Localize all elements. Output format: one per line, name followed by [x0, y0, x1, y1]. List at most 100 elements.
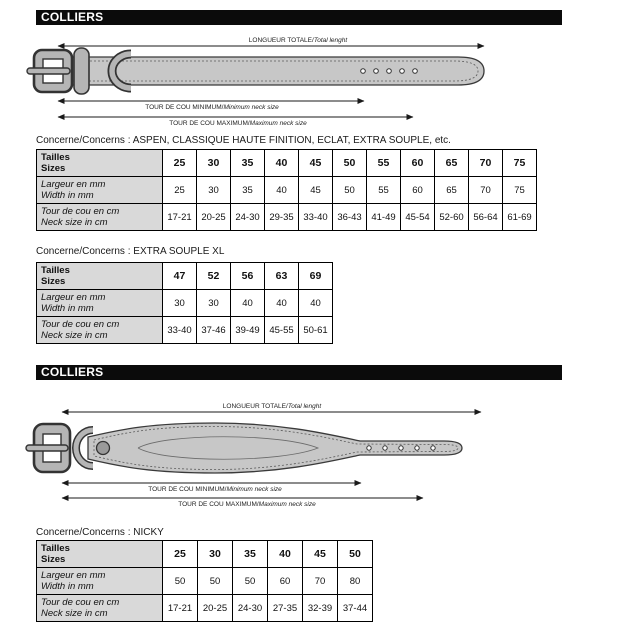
collar-body — [87, 422, 463, 474]
size-value-cell: 45 — [298, 149, 333, 177]
table-cell: 45 — [298, 176, 333, 204]
row-header: Tour de cou en cm Neck size in cm — [36, 594, 163, 622]
adjustment-holes — [360, 68, 418, 74]
row-header-line: Tour de cou en cm — [41, 206, 120, 217]
size-value-cell: 52 — [196, 262, 231, 290]
size-value-cell: 60 — [400, 149, 435, 177]
rivet — [95, 440, 111, 456]
table-row: Tour de cou en cm Neck size in cm 17-21 20-… — [36, 203, 537, 231]
table-cell: 50 — [197, 567, 233, 595]
flat-collar-diagram: LONGUEUR TOTALE/Total lenght TOUR DE COU… — [0, 35, 642, 130]
buckle-prong — [26, 67, 71, 75]
section-header-colliers-1: COLLIERS — [36, 10, 562, 25]
row-header-line: Neck size in cm — [41, 330, 108, 341]
d-ring — [72, 426, 94, 470]
buckle — [25, 422, 72, 474]
section-header-colliers-2: COLLIERS — [36, 365, 562, 380]
buckle-prong — [25, 444, 69, 452]
size-value-cell: 50 — [332, 149, 367, 177]
max-neck-label: TOUR DE COU MAXIMUM/Maximum neck size — [169, 120, 307, 127]
table-row: Tour de cou en cm Neck size in cm 33-40 37-… — [36, 316, 333, 344]
table-cell: 30 — [196, 289, 231, 317]
row-header: Tailles Sizes — [36, 540, 163, 568]
table-cell: 41-49 — [366, 203, 401, 231]
concerns-line-1: Concerne/Concerns : ASPEN, CLASSIQUE HAU… — [36, 135, 451, 146]
table-cell: 80 — [337, 567, 373, 595]
size-value-cell: 69 — [298, 262, 333, 290]
table-cell: 36-43 — [332, 203, 367, 231]
table-cell: 50 — [332, 176, 367, 204]
row-header-line: Largeur en mm — [41, 292, 106, 303]
size-value-cell: 45 — [302, 540, 338, 568]
size-value-cell: 25 — [162, 540, 198, 568]
table-cell: 39-49 — [230, 316, 265, 344]
table-cell: 20-25 — [196, 203, 231, 231]
table-cell: 33-40 — [162, 316, 197, 344]
size-value-cell: 55 — [366, 149, 401, 177]
size-value-cell: 25 — [162, 149, 197, 177]
table-cell: 61-69 — [502, 203, 537, 231]
row-header: Tour de cou en cm Neck size in cm — [36, 203, 163, 231]
section-title: COLLIERS — [41, 365, 104, 379]
row-header-line: Width in mm — [41, 190, 94, 201]
table-cell: 24-30 — [232, 594, 268, 622]
row-header-line: Tailles — [41, 152, 70, 163]
table-cell: 50-61 — [298, 316, 333, 344]
table-cell: 40 — [298, 289, 333, 317]
table-cell: 55 — [366, 176, 401, 204]
row-header: Tour de cou en cm Neck size in cm — [36, 316, 163, 344]
row-header: Largeur en mm Width in mm — [36, 567, 163, 595]
row-header: Tailles Sizes — [36, 149, 163, 177]
table-cell: 33-40 — [298, 203, 333, 231]
size-value-cell: 35 — [232, 540, 268, 568]
buckle — [26, 48, 74, 94]
size-value-cell: 65 — [434, 149, 469, 177]
table-cell: 70 — [468, 176, 503, 204]
greyhound-collar-diagram: LONGUEUR TOTALE/Total lenght TOUR DE COU… — [0, 395, 642, 530]
table-cell: 24-30 — [230, 203, 265, 231]
size-value-cell: 70 — [468, 149, 503, 177]
table-row: Largeur en mm Width in mm 50 50 50 60 70 80 — [36, 567, 373, 595]
table-cell: 20-25 — [197, 594, 233, 622]
table-cell: 17-21 — [162, 203, 197, 231]
concerns-line-2: Concerne/Concerns : EXTRA SOUPLE XL — [36, 246, 225, 257]
size-value-cell: 35 — [230, 149, 265, 177]
size-table-nicky: Tailles Sizes 25 30 35 40 45 50 Largeur en mm Wid… — [36, 540, 373, 622]
size-value-cell: 50 — [337, 540, 373, 568]
row-header-line: Largeur en mm — [41, 179, 106, 190]
min-neck-label: TOUR DE COU MINIMUM/Minimum neck size — [145, 104, 279, 111]
table-cell: 27-35 — [267, 594, 303, 622]
row-header: Largeur en mm Width in mm — [36, 176, 163, 204]
row-header-line: Tailles — [41, 265, 70, 276]
row-header-line: Sizes — [41, 163, 66, 174]
row-header: Tailles Sizes — [36, 262, 163, 290]
table-cell: 25 — [162, 176, 197, 204]
size-value-cell: 63 — [264, 262, 299, 290]
row-header-line: Tour de cou en cm — [41, 319, 120, 330]
row-header-line: Sizes — [41, 554, 66, 565]
min-neck-label: TOUR DE COU MINIMUM/Minimum neck size — [148, 486, 282, 493]
row-header-line: Width in mm — [41, 581, 94, 592]
row-header-line: Largeur en mm — [41, 570, 106, 581]
size-value-cell: 47 — [162, 262, 197, 290]
adjustment-holes — [366, 445, 436, 451]
table-cell: 65 — [434, 176, 469, 204]
table-cell: 35 — [230, 176, 265, 204]
table-cell: 60 — [400, 176, 435, 204]
row-header-line: Sizes — [41, 276, 66, 287]
table-cell: 50 — [162, 567, 198, 595]
d-ring — [107, 49, 132, 93]
table-cell: 45-54 — [400, 203, 435, 231]
concerns-line-3: Concerne/Concerns : NICKY — [36, 527, 164, 538]
table-cell: 32-39 — [302, 594, 338, 622]
table-cell: 75 — [502, 176, 537, 204]
table-cell: 52-60 — [434, 203, 469, 231]
size-value-cell: 56 — [230, 262, 265, 290]
keeper-loop — [73, 47, 90, 95]
inner-panel-line — [137, 436, 320, 460]
table-cell: 37-46 — [196, 316, 231, 344]
table-row: Largeur en mm Width in mm 30 30 40 40 40 — [36, 289, 333, 317]
table-cell: 40 — [230, 289, 265, 317]
table-cell: 40 — [264, 176, 299, 204]
